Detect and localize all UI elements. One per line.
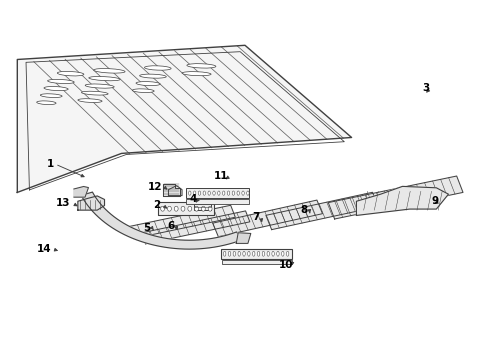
Polygon shape [129, 205, 235, 238]
Polygon shape [163, 184, 180, 195]
Ellipse shape [237, 191, 240, 195]
Ellipse shape [267, 251, 270, 256]
Text: 6: 6 [168, 221, 175, 231]
Ellipse shape [282, 251, 284, 256]
Text: 13: 13 [56, 198, 71, 208]
Ellipse shape [203, 191, 205, 195]
Ellipse shape [44, 86, 68, 91]
Ellipse shape [233, 251, 236, 256]
FancyBboxPatch shape [194, 204, 211, 210]
Ellipse shape [222, 191, 225, 195]
Ellipse shape [140, 74, 166, 78]
Ellipse shape [85, 84, 114, 88]
Ellipse shape [48, 80, 74, 84]
Ellipse shape [174, 206, 178, 211]
Ellipse shape [208, 191, 210, 195]
Text: 11: 11 [214, 171, 228, 181]
Ellipse shape [187, 64, 216, 68]
Ellipse shape [201, 206, 205, 211]
Ellipse shape [94, 68, 125, 73]
Ellipse shape [238, 251, 241, 256]
Polygon shape [17, 45, 352, 192]
Polygon shape [356, 186, 448, 215]
Polygon shape [81, 192, 242, 249]
Polygon shape [236, 233, 251, 243]
Ellipse shape [277, 251, 279, 256]
Ellipse shape [37, 101, 56, 104]
Polygon shape [142, 211, 250, 244]
Text: 5: 5 [143, 223, 150, 233]
Polygon shape [266, 192, 378, 230]
Ellipse shape [181, 206, 185, 211]
Ellipse shape [246, 191, 249, 195]
Ellipse shape [243, 251, 245, 256]
Ellipse shape [194, 191, 196, 195]
Ellipse shape [223, 251, 226, 256]
Ellipse shape [252, 251, 255, 256]
Polygon shape [213, 200, 322, 237]
Text: 14: 14 [37, 244, 51, 254]
Ellipse shape [228, 251, 231, 256]
Ellipse shape [272, 251, 274, 256]
Ellipse shape [287, 251, 289, 256]
Ellipse shape [145, 66, 171, 70]
Ellipse shape [132, 89, 154, 93]
Text: 12: 12 [148, 182, 163, 192]
Ellipse shape [257, 251, 260, 256]
Text: 2: 2 [153, 200, 160, 210]
Ellipse shape [182, 72, 211, 76]
Ellipse shape [89, 77, 120, 81]
Ellipse shape [78, 99, 102, 103]
Ellipse shape [57, 71, 84, 76]
Ellipse shape [218, 191, 220, 195]
FancyBboxPatch shape [186, 188, 249, 198]
Text: 3: 3 [422, 83, 429, 93]
Ellipse shape [208, 206, 212, 211]
Text: 4: 4 [189, 194, 196, 204]
Text: 1: 1 [47, 159, 53, 169]
Polygon shape [169, 186, 182, 195]
Text: 8: 8 [301, 205, 308, 215]
Ellipse shape [136, 82, 160, 86]
Polygon shape [328, 176, 463, 219]
Text: 7: 7 [252, 212, 260, 222]
Ellipse shape [262, 251, 265, 256]
FancyBboxPatch shape [222, 260, 292, 264]
Ellipse shape [195, 206, 198, 211]
Ellipse shape [188, 206, 192, 211]
Ellipse shape [242, 191, 245, 195]
Polygon shape [74, 186, 89, 197]
FancyBboxPatch shape [158, 202, 214, 215]
FancyBboxPatch shape [186, 199, 249, 204]
Ellipse shape [81, 91, 108, 95]
Ellipse shape [213, 191, 215, 195]
Ellipse shape [227, 191, 230, 195]
Ellipse shape [247, 251, 250, 256]
Ellipse shape [40, 94, 62, 98]
Ellipse shape [189, 191, 191, 195]
Ellipse shape [161, 206, 165, 211]
Ellipse shape [232, 191, 235, 195]
Text: 10: 10 [279, 260, 294, 270]
FancyBboxPatch shape [221, 249, 293, 259]
Text: 9: 9 [432, 196, 439, 206]
Ellipse shape [168, 206, 172, 211]
Ellipse shape [198, 191, 201, 195]
Polygon shape [78, 196, 104, 210]
